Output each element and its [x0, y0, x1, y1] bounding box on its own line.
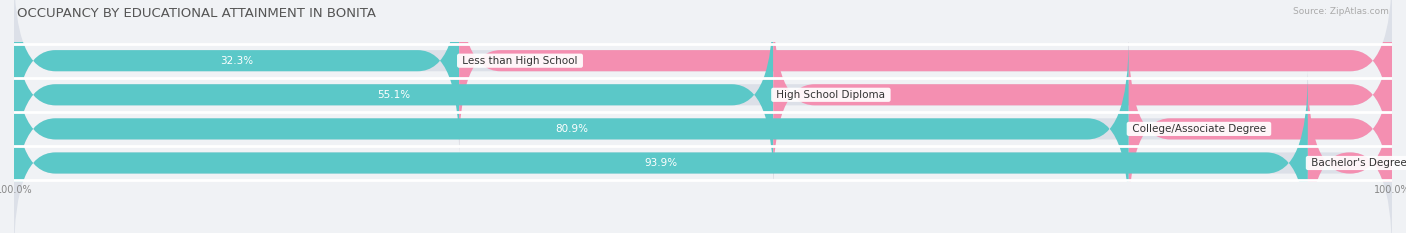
FancyBboxPatch shape [14, 71, 1392, 233]
FancyBboxPatch shape [14, 3, 1392, 186]
FancyBboxPatch shape [1129, 37, 1392, 221]
Text: Less than High School: Less than High School [460, 56, 581, 66]
Text: College/Associate Degree: College/Associate Degree [1129, 124, 1270, 134]
FancyBboxPatch shape [460, 0, 1392, 152]
Text: Source: ZipAtlas.com: Source: ZipAtlas.com [1294, 7, 1389, 16]
Text: Bachelor's Degree or higher: Bachelor's Degree or higher [1308, 158, 1406, 168]
Text: 80.9%: 80.9% [555, 124, 588, 134]
Text: 55.1%: 55.1% [377, 90, 411, 100]
FancyBboxPatch shape [1308, 71, 1392, 233]
FancyBboxPatch shape [14, 37, 1392, 221]
Text: OCCUPANCY BY EDUCATIONAL ATTAINMENT IN BONITA: OCCUPANCY BY EDUCATIONAL ATTAINMENT IN B… [17, 7, 375, 20]
Text: 93.9%: 93.9% [644, 158, 678, 168]
FancyBboxPatch shape [14, 37, 1129, 221]
FancyBboxPatch shape [773, 3, 1392, 186]
Text: 32.3%: 32.3% [219, 56, 253, 66]
FancyBboxPatch shape [14, 0, 460, 152]
FancyBboxPatch shape [14, 3, 773, 186]
FancyBboxPatch shape [14, 71, 1308, 233]
Legend: Owner-occupied, Renter-occupied: Owner-occupied, Renter-occupied [598, 231, 808, 233]
Text: High School Diploma: High School Diploma [773, 90, 889, 100]
FancyBboxPatch shape [14, 0, 1392, 152]
